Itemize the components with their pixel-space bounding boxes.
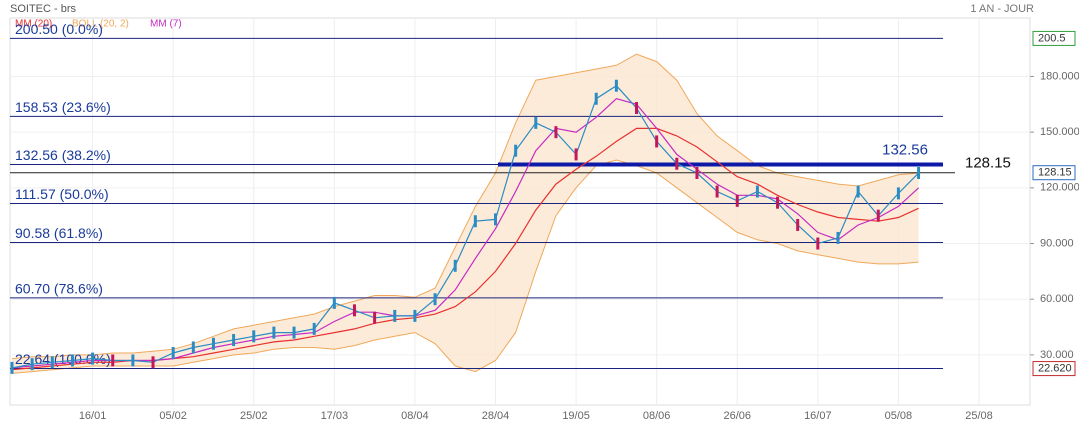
x-tick-label: 05/02 xyxy=(159,410,187,422)
price-bar xyxy=(614,79,618,92)
fib-label: 60.70 (78.6%) xyxy=(15,281,103,297)
low-badge: 22.620 xyxy=(1038,362,1072,374)
x-tick-label: 25/08 xyxy=(965,410,993,422)
price-bar xyxy=(272,326,276,339)
x-tick-label: 16/07 xyxy=(804,410,832,422)
price-bar xyxy=(796,218,800,231)
price-bar xyxy=(433,293,437,306)
price-bar xyxy=(494,213,497,226)
price-bar xyxy=(252,330,256,343)
price-bar xyxy=(695,166,699,179)
fib-label: 132.56 (38.2%) xyxy=(15,147,111,163)
y-tick-label: 60.000 xyxy=(1040,293,1074,305)
x-tick-label: 17/03 xyxy=(321,410,349,422)
band-line xyxy=(11,53,919,360)
x-tick-label: 08/04 xyxy=(401,410,429,422)
fib-label: 200.50 (0.0%) xyxy=(15,21,103,37)
fib-label: 90.58 (61.8%) xyxy=(15,225,103,241)
x-tick-label: 16/01 xyxy=(79,410,107,422)
low-badge-box xyxy=(1032,361,1076,377)
price-bar xyxy=(292,326,296,339)
price-bar xyxy=(534,116,538,129)
last-badge: 128.15 xyxy=(1038,167,1072,179)
x-tick-label: 05/08 xyxy=(885,410,913,422)
fib-label: 111.57 (50.0%) xyxy=(15,186,109,202)
price-bar xyxy=(30,358,34,371)
price-bar xyxy=(10,361,14,374)
price-bar xyxy=(574,148,578,161)
price-line xyxy=(11,84,920,369)
price-bar xyxy=(312,322,316,335)
price-bar xyxy=(453,259,457,272)
legend-entry: MM (7) xyxy=(150,19,182,30)
price-bar xyxy=(816,237,820,250)
price-bar xyxy=(50,356,54,369)
price-bar xyxy=(917,166,921,179)
x-tick-label: 08/06 xyxy=(643,410,671,422)
price-bar xyxy=(755,185,759,198)
price-bar xyxy=(70,354,74,367)
price-bar xyxy=(151,356,155,369)
price-bar xyxy=(655,135,659,148)
price-bar xyxy=(554,126,558,139)
price-bar xyxy=(836,231,840,244)
price-bar xyxy=(413,309,417,322)
high-badge-box xyxy=(1032,30,1076,46)
price-bar xyxy=(473,215,477,228)
price-bar xyxy=(191,341,195,354)
price-bar xyxy=(131,354,135,367)
y-tick-label: 90.000 xyxy=(1040,237,1074,249)
price-bar xyxy=(352,304,356,317)
legend-entry: BOLL (20, 2) xyxy=(72,19,129,30)
price-bar xyxy=(111,354,115,367)
price-bar xyxy=(776,196,780,209)
last-badge-box xyxy=(1032,165,1076,181)
price-bar xyxy=(735,194,739,207)
price-bar xyxy=(393,309,397,322)
y-tick-label: 180.000 xyxy=(1040,70,1079,82)
chart-title: SOITEC - brs xyxy=(10,3,77,15)
price-bar xyxy=(171,347,175,360)
high-badge: 200.5 xyxy=(1038,32,1066,44)
price-bar xyxy=(856,185,860,198)
y-tick-label: 150.000 xyxy=(1040,126,1079,138)
price-bar xyxy=(373,311,377,324)
y-tick-label: 30.000 xyxy=(1040,349,1074,361)
band-area xyxy=(12,54,919,374)
price-bar xyxy=(514,144,518,157)
x-tick-label: 26/06 xyxy=(723,410,751,422)
y-tick-label: 120.000 xyxy=(1040,182,1079,194)
x-tick-label: 25/02 xyxy=(240,410,268,422)
resistance-label: 132.56 xyxy=(882,141,928,158)
x-tick-label: 19/05 xyxy=(562,410,590,422)
last-label: 128.15 xyxy=(965,155,1011,172)
fib-label: 158.53 (23.6%) xyxy=(15,99,111,115)
price-bar xyxy=(232,334,236,347)
legend-entry: MM (20) xyxy=(15,19,52,30)
price-bar xyxy=(211,337,215,350)
price-bar xyxy=(675,157,679,170)
price-bar xyxy=(876,209,880,222)
chart-subtitle: 1 AN - JOUR xyxy=(970,3,1034,15)
price-bar xyxy=(896,187,900,200)
x-tick-label: 28/04 xyxy=(482,410,510,422)
price-bar xyxy=(332,296,336,309)
price-bar xyxy=(715,185,719,198)
price-bar xyxy=(594,92,598,105)
price-bar xyxy=(91,352,95,365)
price-bar xyxy=(635,102,639,115)
